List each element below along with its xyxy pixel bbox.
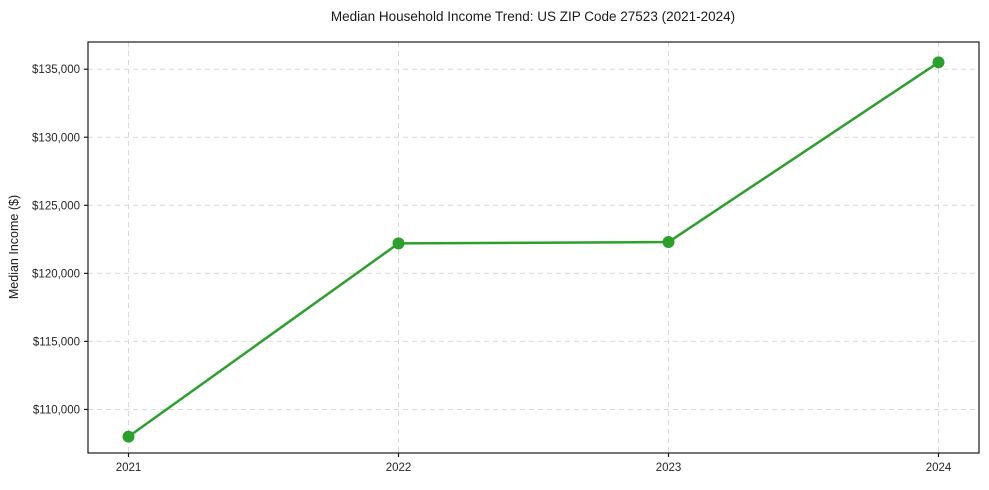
y-tick-label: $130,000: [32, 132, 80, 144]
y-tick-label: $135,000: [32, 64, 80, 76]
x-tick-label: 2022: [386, 462, 412, 474]
y-tick-label: $110,000: [33, 404, 80, 416]
plot-border: [87, 41, 980, 454]
line-series: [122, 56, 945, 443]
y-tick-label: $120,000: [32, 268, 80, 280]
data-point-marker: [122, 430, 135, 443]
x-tick-label: 2023: [656, 462, 682, 474]
x-axis-ticks: 2021 2022 2023 2024: [116, 453, 952, 474]
y-tick-label: $115,000: [33, 336, 80, 348]
y-tick-label: $125,000: [32, 200, 80, 212]
chart-title: Median Household Income Trend: US ZIP Co…: [331, 9, 735, 24]
y-axis-label: Median Income ($): [7, 195, 21, 299]
x-tick-label: 2024: [926, 462, 952, 474]
series-line: [127, 61, 940, 438]
x-tick-label: 2021: [116, 462, 142, 474]
data-point-marker: [932, 56, 945, 69]
data-point-marker: [662, 236, 675, 249]
gridlines-layer: [88, 42, 979, 453]
data-point-marker: [392, 237, 405, 250]
y-axis-ticks: $110,000 $115,000 $120,000 $125,000 $130,000…: [32, 64, 88, 416]
